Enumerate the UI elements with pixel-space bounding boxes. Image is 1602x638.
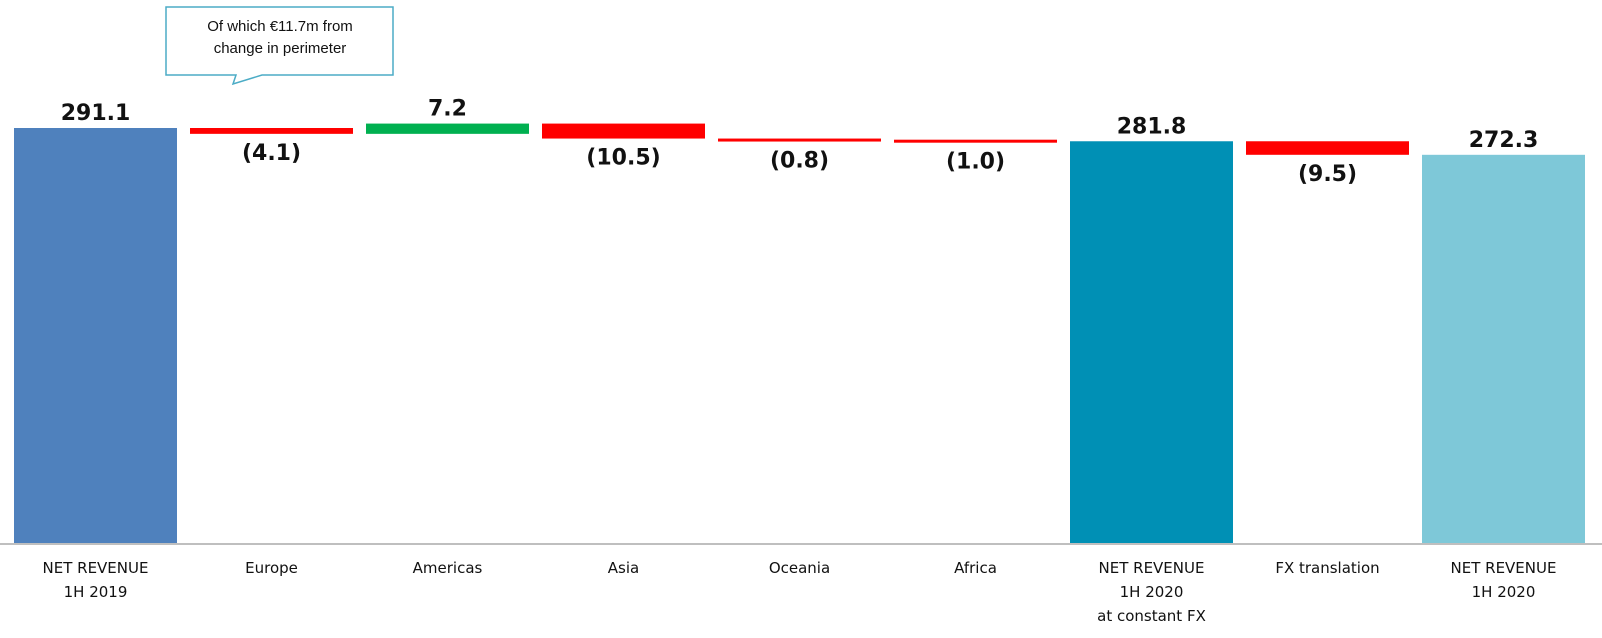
callout: Of which €11.7m from change in perimeter	[165, 6, 394, 86]
category-label-4-line-0: Oceania	[769, 559, 830, 577]
callout-line-1: Of which €11.7m from	[207, 18, 353, 35]
bar-total-6	[1070, 141, 1233, 543]
bar-delta-4	[718, 138, 881, 142]
callout-line-2: change in perimeter	[214, 40, 347, 57]
category-label-2-line-0: Americas	[413, 559, 483, 577]
bar-total-0	[14, 128, 177, 543]
category-label-0-line-1: 1H 2019	[64, 583, 128, 601]
category-label-1-line-0: Europe	[245, 559, 298, 577]
category-label-0-line-0: NET REVENUE	[43, 559, 149, 577]
callout-box	[165, 6, 394, 86]
category-label-6-line-2: at constant FX	[1097, 607, 1206, 625]
category-label-8-line-1: 1H 2020	[1472, 583, 1536, 601]
bars-layer	[14, 123, 1585, 543]
value-label-8: 272.3	[1469, 128, 1539, 153]
category-label-7-line-0: FX translation	[1275, 559, 1379, 577]
bar-delta-7	[1246, 141, 1409, 155]
category-labels-layer: NET REVENUE 1H 2019 Europe Americas Asia Ocea…	[43, 559, 1557, 625]
category-label-8-line-0: NET REVENUE	[1451, 559, 1557, 577]
value-label-1: (4.1)	[242, 141, 301, 166]
value-labels-layer: 291.1 (4.1) 7.2 (10.5) (0.8) (1.0) 281.8 (9.5) 2…	[61, 97, 1539, 187]
category-label-3-line-0: Asia	[608, 559, 639, 577]
value-label-2: 7.2	[428, 97, 467, 122]
value-label-3: (10.5)	[586, 146, 660, 171]
value-label-5: (1.0)	[946, 150, 1005, 175]
bar-delta-3	[542, 123, 705, 139]
bar-total-8	[1422, 154, 1585, 543]
value-label-4: (0.8)	[770, 149, 829, 174]
value-label-0: 291.1	[61, 101, 131, 126]
category-label-5-line-0: Africa	[954, 559, 997, 577]
bar-delta-1	[190, 128, 353, 134]
bar-delta-2	[366, 123, 529, 134]
bar-delta-5	[894, 139, 1057, 143]
value-label-6: 281.8	[1117, 114, 1187, 139]
value-label-7: (9.5)	[1298, 162, 1357, 187]
category-label-6-line-1: 1H 2020	[1120, 583, 1184, 601]
category-label-6-line-0: NET REVENUE	[1099, 559, 1205, 577]
